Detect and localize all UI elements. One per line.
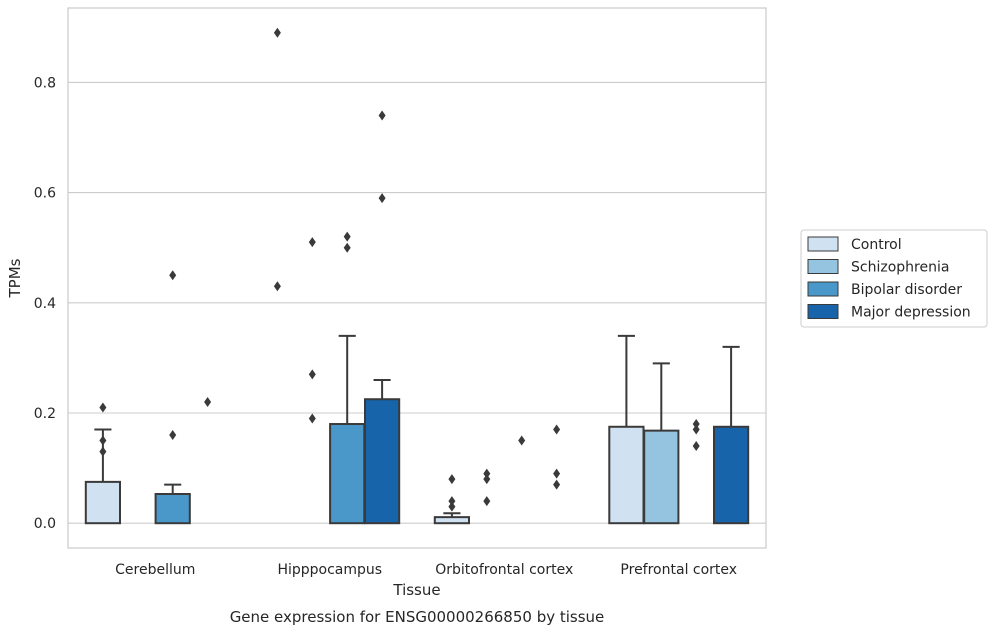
flier-point — [378, 193, 386, 204]
legend-swatch — [807, 236, 839, 252]
flier-point — [308, 369, 316, 380]
box-group — [308, 237, 316, 424]
x-tick-label: Orbitofrontal cortex — [435, 562, 573, 578]
flier-point — [483, 496, 491, 507]
box-group — [84, 402, 122, 525]
box — [329, 423, 366, 525]
legend-swatch — [807, 304, 839, 319]
flier-point — [448, 474, 456, 485]
flier-point — [553, 468, 561, 479]
flier-point — [99, 402, 107, 413]
flier-point — [99, 435, 107, 446]
legend-label: Major depression — [851, 305, 971, 321]
y-tick-label: 0.2 — [34, 406, 56, 422]
legend-frame — [800, 229, 988, 328]
box — [84, 480, 122, 525]
box-group — [433, 474, 471, 525]
y-tick-label: 0.4 — [34, 296, 56, 312]
box-group — [553, 424, 561, 490]
box-group — [518, 435, 526, 446]
box-group — [329, 231, 366, 525]
box — [643, 429, 680, 525]
flier-point — [273, 281, 281, 292]
legend-swatch — [807, 281, 839, 297]
x-axis-ticks: Cerebellum Hipppocampus Orbitofrontal cort… — [115, 562, 737, 578]
flier-point — [308, 237, 316, 248]
box-group — [483, 468, 491, 507]
x-tick-label: Prefrontal cortex — [620, 562, 737, 578]
x-tick-label: Hipppocampus — [277, 562, 382, 578]
y-tick-label: 0.8 — [34, 75, 56, 91]
box — [154, 493, 191, 525]
flier-point — [553, 479, 561, 490]
box-group — [154, 270, 191, 525]
chart-caption: Gene expression for ENSG00000266850 by t… — [230, 608, 605, 626]
flier-point — [343, 242, 351, 253]
flier-point — [169, 270, 177, 281]
flier-point — [99, 446, 107, 457]
box-group — [608, 334, 645, 525]
y-tick-label: 0.0 — [34, 516, 56, 532]
flier-point — [692, 424, 700, 435]
box-group — [692, 419, 700, 452]
flier-point — [308, 413, 316, 424]
flier-point — [448, 496, 456, 507]
box-groups — [84, 27, 750, 525]
plot-frame — [67, 7, 767, 549]
box-group — [204, 396, 212, 407]
flier-point — [483, 474, 491, 485]
legend-label: Bipolar disorder — [851, 282, 962, 298]
flier-point — [483, 468, 491, 479]
box — [712, 425, 750, 525]
legend-label: Control — [851, 237, 902, 253]
box — [363, 398, 401, 525]
flier-point — [692, 419, 700, 430]
flier-point — [518, 435, 526, 446]
box — [608, 425, 645, 525]
legend: Control Schizophrenia Bipolar disorder Majo… — [800, 229, 988, 328]
flier-point — [553, 424, 561, 435]
flier-point — [692, 441, 700, 452]
box-group — [643, 362, 680, 525]
box-group — [363, 110, 401, 525]
legend-swatch — [807, 259, 839, 274]
flier-point — [378, 110, 386, 121]
y-tick-label: 0.6 — [34, 186, 56, 202]
legend-label: Schizophrenia — [851, 260, 949, 276]
flier-point — [204, 396, 212, 407]
flier-point — [448, 501, 456, 512]
x-tick-label: Cerebellum — [115, 562, 195, 578]
box-group — [273, 27, 281, 292]
box-group — [712, 345, 750, 525]
y-axis-label: TPMs — [6, 258, 24, 298]
x-axis-label: Tissue — [392, 581, 440, 599]
flier-point — [273, 27, 281, 38]
flier-point — [169, 430, 177, 441]
flier-point — [343, 231, 351, 242]
y-axis-ticks: 0.0 0.2 0.4 0.6 0.8 — [34, 75, 56, 532]
box — [433, 516, 471, 525]
